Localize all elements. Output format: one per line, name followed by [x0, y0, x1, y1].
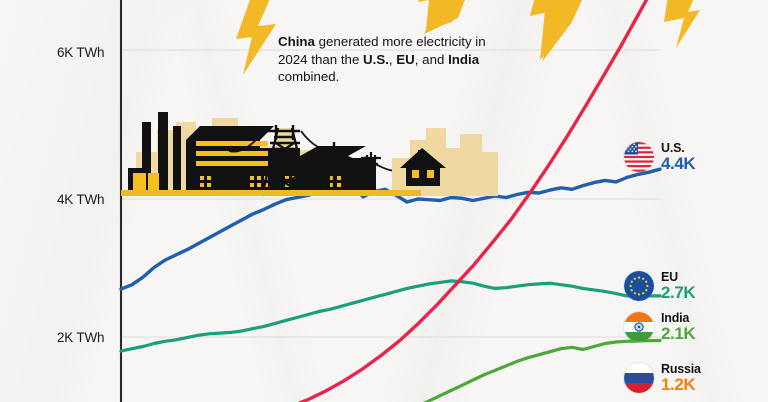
annotation-segment-1: generated more electricity in 2024 than … [278, 34, 486, 67]
legend-item-india: India 2.1K [624, 311, 696, 343]
series-line-china [297, 0, 649, 402]
ground-bar [121, 190, 421, 196]
y-axis-tick-4k: 4K TWh [57, 192, 105, 207]
series-line-india [422, 338, 662, 402]
us-flag-icon [624, 142, 654, 173]
legend-value-us: 4.4K [661, 153, 696, 173]
annotation-segment-5: , and [414, 51, 449, 67]
annotation-segment-6: India [448, 51, 480, 67]
y-axis-tick-2k: 2K TWh [57, 330, 105, 345]
house-icon [400, 148, 446, 186]
annotation-segment-7: combined. [278, 69, 340, 85]
india-flag-icon [624, 312, 654, 343]
y-axis-tick-6k: 6K TWh [57, 45, 105, 60]
lightning-bolt-icon-2 [418, 0, 465, 34]
legend-value-russia: 1.2K [661, 374, 696, 394]
legend-value-india: 2.1K [661, 323, 696, 343]
eu-flag-icon [624, 271, 654, 302]
annotation-segment-0: China [278, 34, 315, 49]
legend-label-us: U.S. [661, 141, 685, 155]
legend-label-eu: EU [661, 270, 678, 284]
annotation-segment-4: EU [396, 51, 415, 67]
legend-value-eu: 2.7K [661, 282, 696, 302]
legend-item-eu: EU 2.7K [624, 270, 696, 302]
utility-pole-icon [322, 142, 346, 192]
lightning-bolt-icon [236, 0, 276, 75]
transmission-tower-icon [258, 125, 310, 197]
utility-pole-icon-2 [361, 152, 381, 192]
legend-item-russia: Russia 1.2K [624, 363, 701, 393]
russia-flag-icon [624, 363, 654, 394]
series-line-eu [119, 279, 662, 353]
gridlines [121, 49, 660, 338]
annotation-segment-3: , [388, 51, 397, 67]
factory-windows [133, 141, 268, 192]
lightning-bolt-icon-3 [530, 0, 582, 62]
legend-label-india: India [661, 311, 690, 325]
annotation-segment-2: U.S. [363, 51, 389, 67]
legend-label-russia: Russia [661, 362, 701, 376]
legend-item-us: U.S. 4.4K [624, 141, 696, 173]
lightning-bolt-icon-4 [664, 0, 700, 48]
annotation-callout: China generated more electricity in 2024… [278, 33, 513, 86]
